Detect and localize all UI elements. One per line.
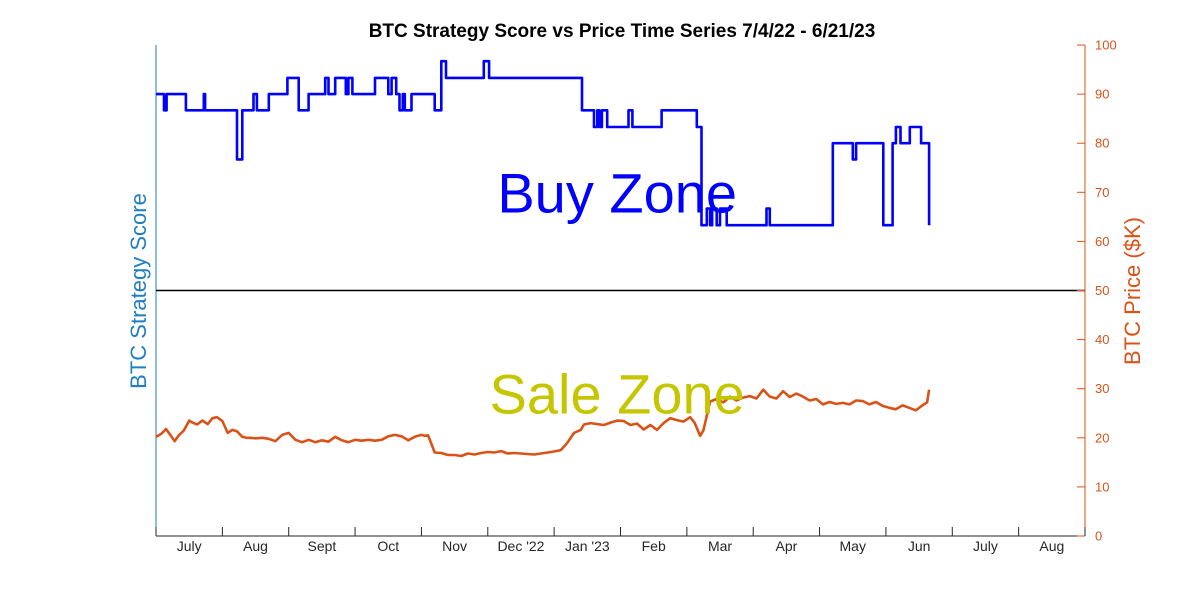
x-tick-label: Feb bbox=[642, 538, 666, 554]
y-tick-label-right: 30 bbox=[1095, 381, 1109, 396]
y-axis-label-right: BTC Price ($K) bbox=[1120, 217, 1145, 365]
x-tick-label: July bbox=[973, 538, 998, 554]
x-tick-label: Nov bbox=[442, 538, 467, 554]
x-tick-label: July bbox=[177, 538, 202, 554]
x-tick-label: Jan '23 bbox=[565, 538, 610, 554]
y-axis-label-left: BTC Strategy Score bbox=[126, 193, 151, 389]
x-tick-label: Aug bbox=[1039, 538, 1064, 554]
x-tick-label: Sept bbox=[307, 538, 336, 554]
x-tick-label: Apr bbox=[775, 538, 797, 554]
y-tick-label-right: 50 bbox=[1095, 283, 1109, 298]
x-tick-label: Jun bbox=[908, 538, 931, 554]
y-tick-label-right: 70 bbox=[1095, 185, 1109, 200]
plot-area bbox=[155, 45, 1086, 537]
x-tick-label: Dec '22 bbox=[497, 538, 544, 554]
x-tick-label: Oct bbox=[377, 538, 399, 554]
x-tick-label: Mar bbox=[708, 538, 732, 554]
buy-zone-label: Buy Zone bbox=[497, 161, 737, 224]
axis-ticks: 0 10 20 30 40 50 60 70 80 90 100 July Aug Sept Oct Nov D… bbox=[155, 38, 1117, 554]
y-tick-label-right: 10 bbox=[1095, 479, 1109, 494]
x-tick-label: Aug bbox=[243, 538, 268, 554]
series-line-price bbox=[155, 388, 931, 458]
zone-annotations: Buy Zone Sale Zone bbox=[490, 161, 745, 425]
y-tick-label-right: 90 bbox=[1095, 87, 1109, 102]
y-tick-label-right: 100 bbox=[1095, 38, 1117, 53]
y-tick-label-right: 60 bbox=[1095, 234, 1109, 249]
y-tick-label-right: 0 bbox=[1095, 529, 1102, 544]
series-lines bbox=[155, 59, 931, 458]
sale-zone-label: Sale Zone bbox=[490, 363, 745, 426]
series-line-score bbox=[156, 59, 931, 227]
y-tick-label-right: 20 bbox=[1095, 430, 1109, 445]
x-tick-label: May bbox=[840, 538, 866, 554]
chart-title: BTC Strategy Score vs Price Time Series … bbox=[369, 21, 876, 42]
y-tick-label-right: 80 bbox=[1095, 136, 1109, 151]
y-tick-label-right: 40 bbox=[1095, 332, 1109, 347]
